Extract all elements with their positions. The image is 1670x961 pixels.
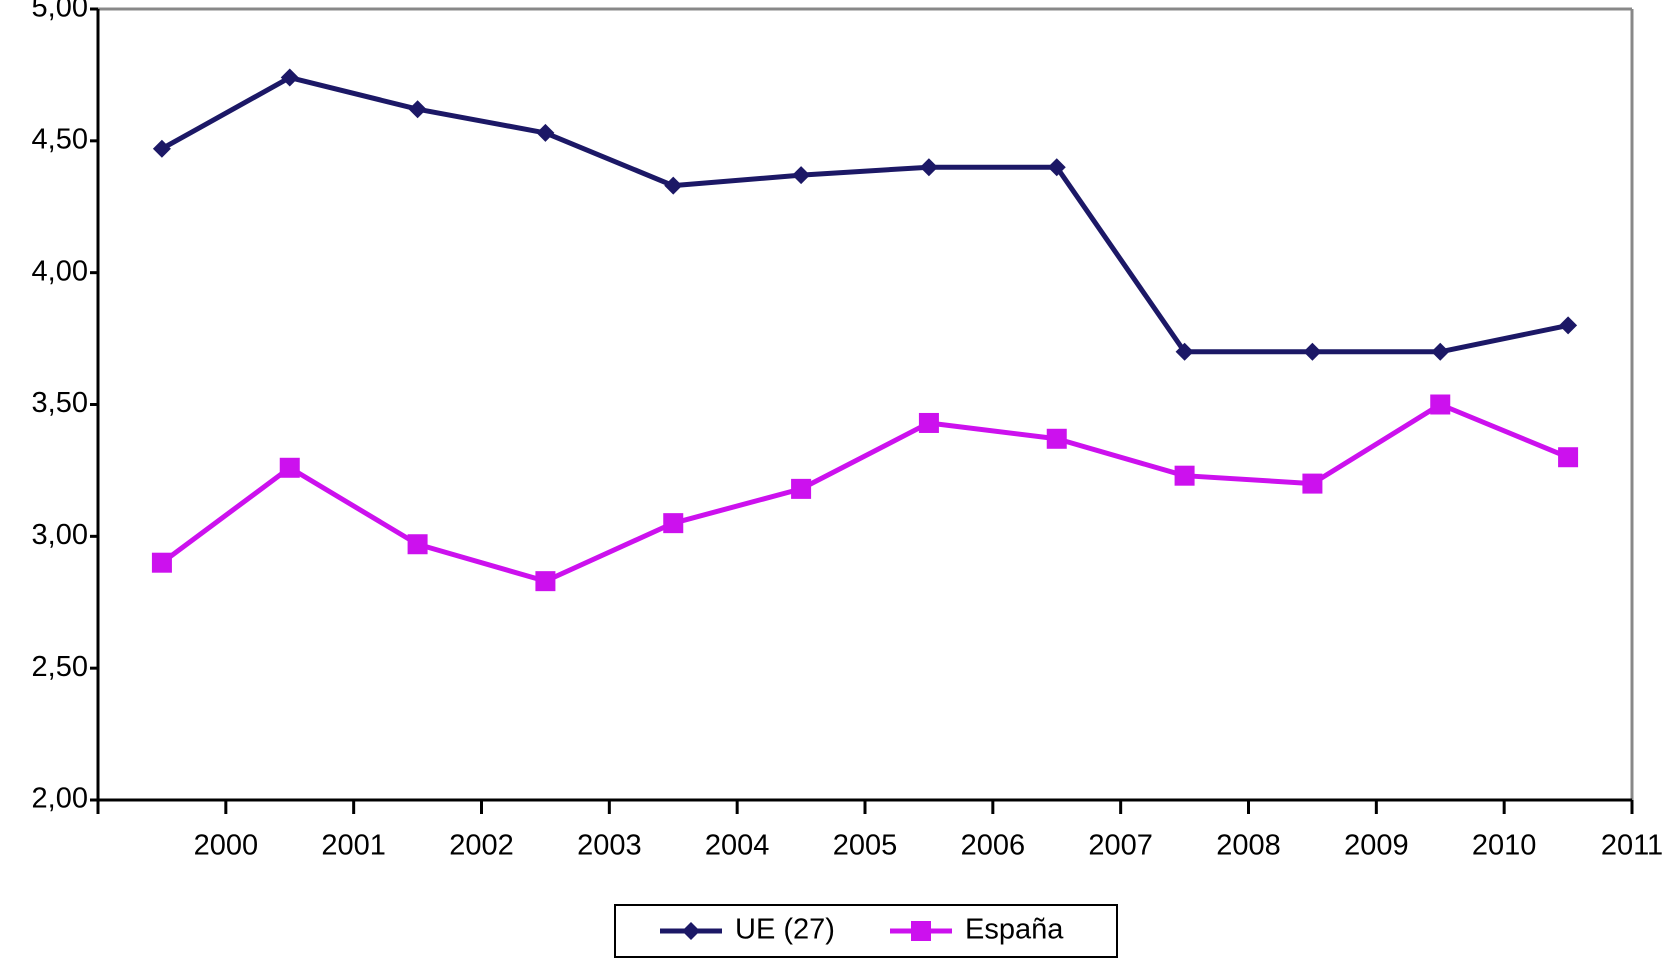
marker — [791, 478, 812, 499]
marker — [1431, 342, 1450, 361]
marker — [152, 139, 171, 158]
y-tick-label: 2,50 — [32, 651, 88, 683]
marker — [663, 513, 684, 534]
marker — [280, 68, 299, 87]
marker — [918, 412, 939, 433]
x-tick-label: 2011 — [1601, 830, 1663, 862]
y-tick-label: 2,00 — [32, 783, 88, 815]
y-tick-label: 3,00 — [32, 519, 88, 551]
marker — [1174, 465, 1195, 486]
legend-label: España — [965, 914, 1064, 946]
x-tick-label: 2001 — [321, 830, 386, 862]
marker — [279, 457, 300, 478]
series-line — [160, 402, 1570, 584]
x-tick-label: 2005 — [833, 830, 898, 862]
x-tick-label: 2006 — [961, 830, 1026, 862]
marker — [536, 123, 555, 142]
x-tick-label: 2004 — [705, 830, 770, 862]
x-tick-label: 2010 — [1472, 830, 1537, 862]
marker — [919, 158, 938, 177]
x-tick-label: 2000 — [194, 830, 259, 862]
marker — [682, 922, 700, 940]
marker — [407, 534, 428, 555]
marker — [1430, 394, 1451, 415]
y-tick-label: 3,50 — [32, 387, 88, 419]
marker — [535, 571, 556, 592]
marker — [1175, 342, 1194, 361]
marker — [408, 100, 427, 119]
x-tick-label: 2002 — [449, 830, 514, 862]
marker — [1558, 447, 1579, 468]
y-tick-label: 5,00 — [32, 0, 88, 24]
marker — [1303, 342, 1322, 361]
legend-label: UE (27) — [735, 914, 835, 946]
marker — [151, 552, 172, 573]
x-tick-label: 2007 — [1088, 830, 1153, 862]
marker — [792, 166, 811, 185]
marker — [1047, 158, 1066, 177]
y-tick-label: 4,50 — [32, 123, 88, 155]
x-tick-label: 2008 — [1216, 830, 1281, 862]
x-tick-label: 2003 — [577, 830, 642, 862]
marker — [1046, 428, 1067, 449]
marker — [664, 176, 683, 195]
marker — [911, 921, 931, 941]
marker — [1302, 473, 1323, 494]
y-tick-label: 4,00 — [32, 255, 88, 287]
series-line — [160, 75, 1569, 355]
x-tick-label: 2009 — [1344, 830, 1409, 862]
marker — [1559, 316, 1578, 335]
